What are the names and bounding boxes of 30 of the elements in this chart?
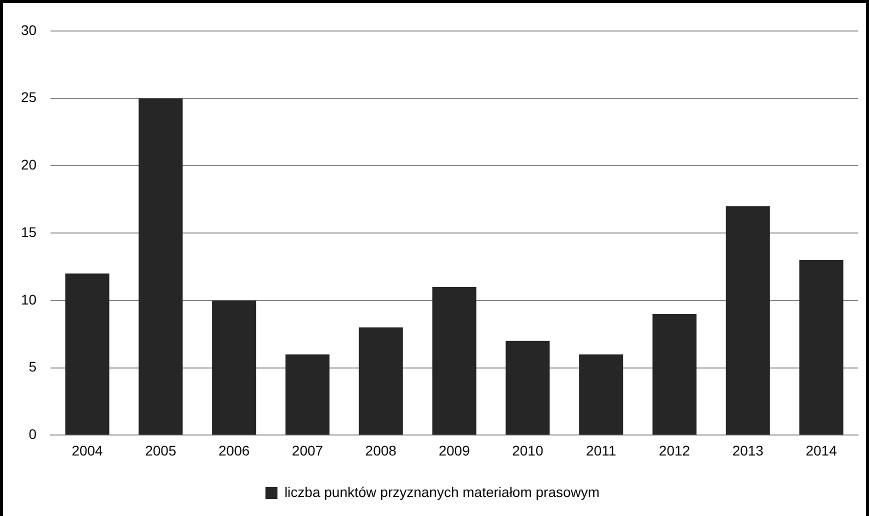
x-tick-label: 2009: [438, 442, 470, 458]
bar: [212, 300, 256, 435]
bar: [138, 98, 183, 435]
x-tick-label: 2010: [512, 442, 544, 458]
bar: [506, 340, 550, 435]
bar: [799, 260, 844, 435]
bar: [358, 327, 403, 435]
y-tick-label: 30: [20, 22, 37, 38]
y-tick-label: 5: [28, 358, 37, 375]
bar: [285, 354, 330, 435]
bar: [432, 286, 476, 435]
x-tick-label: 2006: [218, 442, 250, 458]
x-tick-label: 2012: [658, 442, 690, 458]
bar: [65, 274, 110, 435]
x-tick-label: 2011: [586, 442, 616, 458]
x-tick-label: 2008: [365, 442, 397, 458]
y-tick-label: 25: [20, 89, 37, 106]
y-tick-label: 20: [20, 156, 37, 173]
y-tick-label: 15: [20, 224, 37, 240]
legend-label: liczba punktów przyznanych materiałom prasowym: [284, 484, 600, 500]
y-tick-label: 10: [20, 291, 37, 308]
y-tick-label: 0: [28, 426, 37, 442]
x-tick-label: 2013: [732, 442, 764, 458]
bar: [579, 354, 624, 435]
x-tick-label: 2014: [806, 442, 838, 458]
x-tick-label: 2007: [292, 442, 324, 458]
x-tick-label: 2005: [145, 442, 176, 458]
x-tick-label: 2004: [72, 442, 104, 458]
bar: [726, 206, 770, 435]
bar: [652, 314, 697, 435]
